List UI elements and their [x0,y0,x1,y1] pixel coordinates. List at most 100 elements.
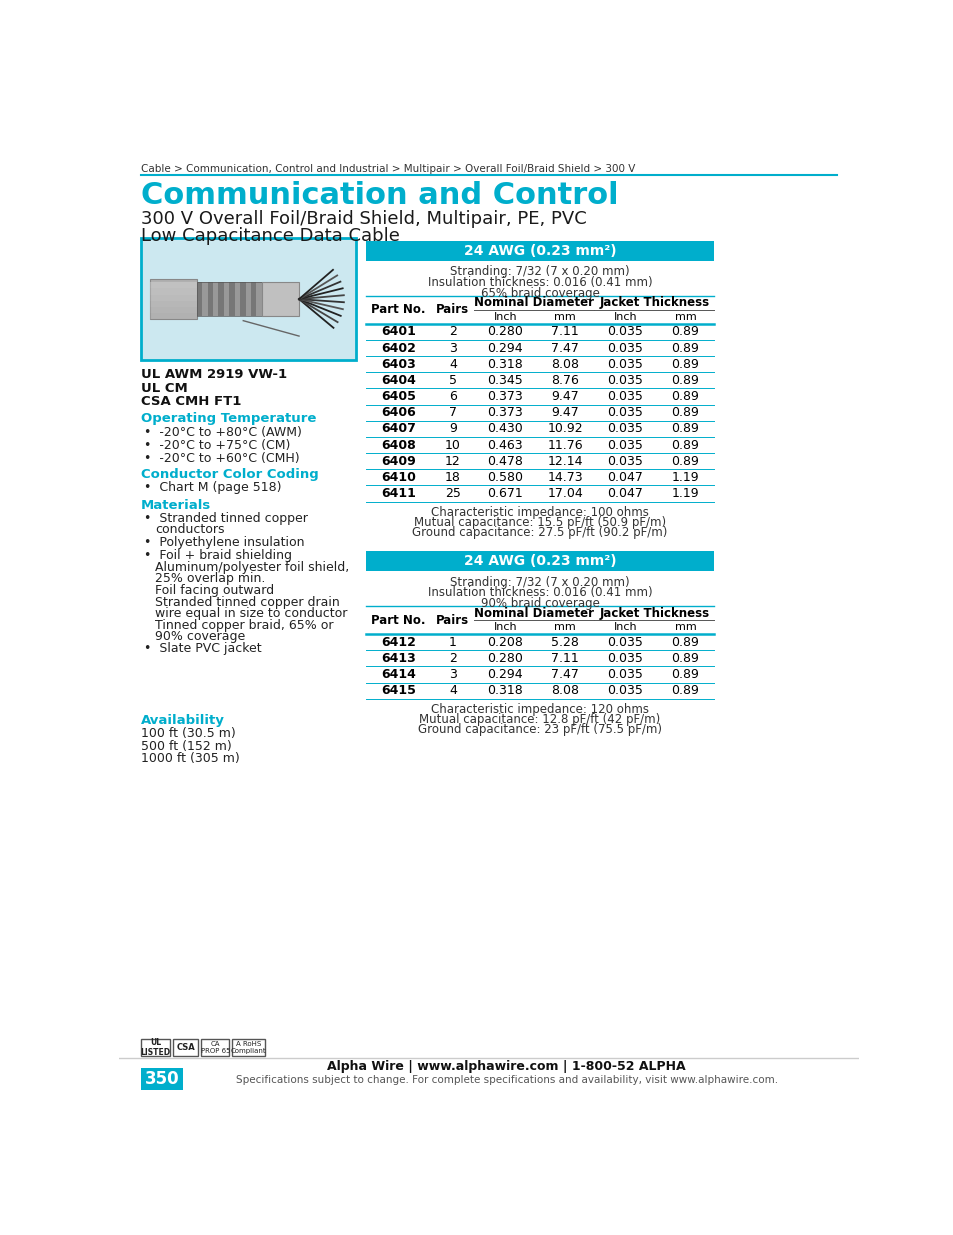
Text: 6402: 6402 [381,342,416,354]
Bar [150,306,196,312]
Text: 350: 350 [145,1071,179,1088]
Text: 6410: 6410 [381,471,416,484]
Text: 65% braid coverage: 65% braid coverage [480,287,598,300]
Text: 7: 7 [449,406,456,419]
Text: 8.08: 8.08 [551,358,578,370]
Text: •  -20°C to +80°C (AWM): • -20°C to +80°C (AWM) [144,426,301,440]
Text: •  -20°C to +75°C (CM): • -20°C to +75°C (CM) [144,440,290,452]
Text: 14.73: 14.73 [547,471,582,484]
Text: •  Stranded tinned copper: • Stranded tinned copper [144,511,308,525]
Text: 6407: 6407 [381,422,416,436]
Text: 7.11: 7.11 [551,325,578,338]
Bar [173,1039,198,1056]
Bar [150,279,196,319]
Text: Part No.: Part No. [371,304,425,316]
Text: Insulation thickness: 0.016 (0.41 mm): Insulation thickness: 0.016 (0.41 mm) [427,587,652,599]
Text: CSA: CSA [176,1044,195,1052]
Text: 0.89: 0.89 [671,668,699,680]
Text: Inch: Inch [613,622,637,632]
Text: 12.14: 12.14 [547,454,582,468]
Bar [150,288,196,294]
Text: 18: 18 [444,471,460,484]
Text: 0.89: 0.89 [671,422,699,436]
Text: 0.89: 0.89 [671,325,699,338]
Text: 6406: 6406 [381,406,416,419]
Text: 0.671: 0.671 [487,487,522,500]
Text: 1: 1 [449,636,456,648]
Text: 0.047: 0.047 [607,471,642,484]
Text: mm: mm [674,622,696,632]
Text: 6404: 6404 [381,374,416,387]
Text: 6414: 6414 [381,668,416,680]
Bar [208,282,213,316]
Text: Communication and Control: Communication and Control [141,182,618,210]
Bar [150,282,196,288]
Text: 6403: 6403 [381,358,416,370]
Bar [218,282,224,316]
Text: 5.28: 5.28 [551,636,578,648]
Text: •  Chart M (page 518): • Chart M (page 518) [144,480,281,494]
Text: Part No.: Part No. [371,614,425,626]
Text: 0.035: 0.035 [607,374,642,387]
Text: mm: mm [554,622,576,632]
Text: 6408: 6408 [381,438,416,452]
Text: Nominal Diameter: Nominal Diameter [474,296,594,310]
Bar [141,1039,171,1056]
Text: 0.89: 0.89 [671,454,699,468]
Text: Characteristic impedance: 100 ohms: Characteristic impedance: 100 ohms [431,506,648,519]
Text: 0.89: 0.89 [671,684,699,698]
Text: 5: 5 [449,374,456,387]
Text: 0.035: 0.035 [607,668,642,680]
Text: 4: 4 [449,684,456,698]
Text: Pairs: Pairs [436,304,469,316]
Text: •  Foil + braid shielding: • Foil + braid shielding [144,550,292,562]
Text: Insulation thickness: 0.016 (0.41 mm): Insulation thickness: 0.016 (0.41 mm) [427,275,652,289]
Text: 0.89: 0.89 [671,652,699,664]
Text: 6409: 6409 [381,454,416,468]
Text: 0.294: 0.294 [487,668,522,680]
Bar [141,1068,183,1091]
Bar [234,282,240,316]
Text: Inch: Inch [493,311,517,322]
Text: 6415: 6415 [381,684,416,698]
Text: UL
LISTED: UL LISTED [140,1037,171,1057]
Text: 0.89: 0.89 [671,342,699,354]
Bar [150,294,196,300]
Text: 0.035: 0.035 [607,652,642,664]
Text: 0.373: 0.373 [487,406,522,419]
Text: 0.580: 0.580 [487,471,522,484]
Text: Pairs: Pairs [436,614,469,626]
Text: 9.47: 9.47 [551,406,578,419]
Text: 3: 3 [449,668,456,680]
Text: Mutual capacitance: 15.5 pF/ft (50.9 pF/m): Mutual capacitance: 15.5 pF/ft (50.9 pF/… [414,516,665,530]
Bar [256,282,261,316]
Text: 0.208: 0.208 [487,636,522,648]
Text: 0.035: 0.035 [607,342,642,354]
Text: 10.92: 10.92 [547,422,582,436]
Text: mm: mm [554,311,576,322]
Text: 90% coverage: 90% coverage [154,630,245,643]
Text: 0.035: 0.035 [607,422,642,436]
Bar [213,282,218,316]
Bar [365,241,714,261]
Text: 6: 6 [449,390,456,403]
Text: Low Capacitance Data Cable: Low Capacitance Data Cable [141,227,399,245]
Text: •  Slate PVC jacket: • Slate PVC jacket [144,642,261,655]
Text: 0.89: 0.89 [671,374,699,387]
Text: 2: 2 [449,652,456,664]
Text: 6405: 6405 [381,390,416,403]
Text: 100 ft (30.5 m): 100 ft (30.5 m) [141,727,235,740]
Text: 500 ft (152 m): 500 ft (152 m) [141,740,232,752]
Text: Characteristic impedance: 120 ohms: Characteristic impedance: 120 ohms [431,704,648,716]
Text: Ground capacitance: 23 pF/ft (75.5 pF/m): Ground capacitance: 23 pF/ft (75.5 pF/m) [417,724,661,736]
Text: Tinned copper braid, 65% or: Tinned copper braid, 65% or [154,619,333,631]
Bar [224,282,229,316]
Text: 0.345: 0.345 [487,374,522,387]
Text: 3: 3 [449,342,456,354]
Text: Conductor Color Coding: Conductor Color Coding [141,468,318,480]
Text: 90% braid coverage: 90% braid coverage [480,597,598,610]
Text: 0.89: 0.89 [671,406,699,419]
Text: 0.280: 0.280 [487,652,522,664]
Text: Stranded tinned copper drain: Stranded tinned copper drain [154,595,339,609]
Text: Availability: Availability [141,714,225,727]
